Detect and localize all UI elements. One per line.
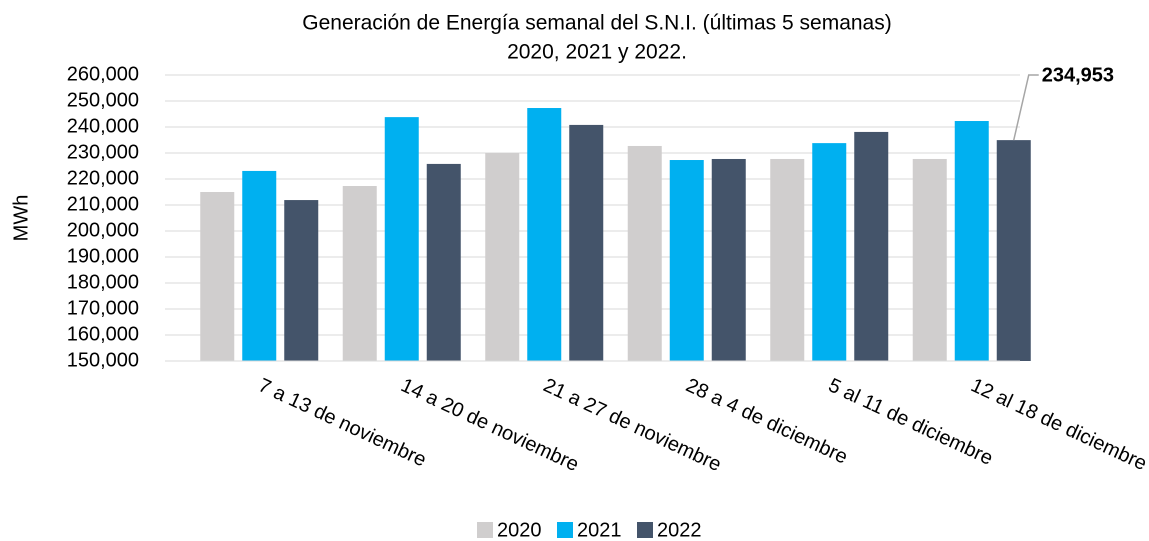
bar — [912, 158, 947, 361]
chart-title: Generación de Energía semanal del S.N.I.… — [302, 12, 891, 35]
legend-swatch — [477, 522, 493, 538]
y-tick-label: 230,000 — [67, 141, 139, 163]
y-tick-label: 210,000 — [67, 193, 139, 215]
legend-swatch — [557, 522, 573, 538]
bar — [342, 186, 377, 361]
y-tick-label: 200,000 — [67, 219, 139, 241]
y-axis-label: MWh — [10, 195, 32, 242]
y-tick-label: 250,000 — [67, 89, 139, 111]
x-tick-label: 12 al 18 de diciembre — [967, 374, 1149, 475]
y-tick-label: 170,000 — [67, 297, 139, 319]
bar — [770, 158, 805, 361]
leader-line — [1013, 74, 1039, 141]
y-tick-label: 150,000 — [67, 349, 139, 371]
bar — [996, 140, 1031, 361]
bar — [426, 163, 461, 361]
bar — [485, 153, 520, 361]
y-tick-label: 240,000 — [67, 115, 139, 137]
bar — [669, 160, 704, 361]
bar — [569, 124, 604, 361]
chart-subtitle: 2020, 2021 y 2022. — [507, 41, 687, 64]
y-tick-label: 160,000 — [67, 323, 139, 345]
y-tick-label: 180,000 — [67, 271, 139, 293]
y-tick-label: 260,000 — [67, 63, 139, 85]
bar — [954, 121, 989, 362]
legend-label: 2022 — [657, 519, 702, 541]
legend-label: 2020 — [497, 519, 542, 541]
bar — [627, 145, 662, 361]
legend-label: 2021 — [577, 519, 622, 541]
bar — [812, 143, 847, 361]
bar — [711, 158, 746, 361]
data-label: 234,953 — [1042, 64, 1114, 86]
bar — [527, 108, 562, 362]
bar — [384, 117, 419, 362]
bar — [200, 192, 235, 361]
y-tick-label: 220,000 — [67, 167, 139, 189]
bar — [854, 131, 889, 361]
legend-swatch — [637, 522, 653, 538]
bar — [284, 200, 319, 361]
bar — [242, 170, 277, 361]
y-tick-label: 190,000 — [67, 245, 139, 267]
